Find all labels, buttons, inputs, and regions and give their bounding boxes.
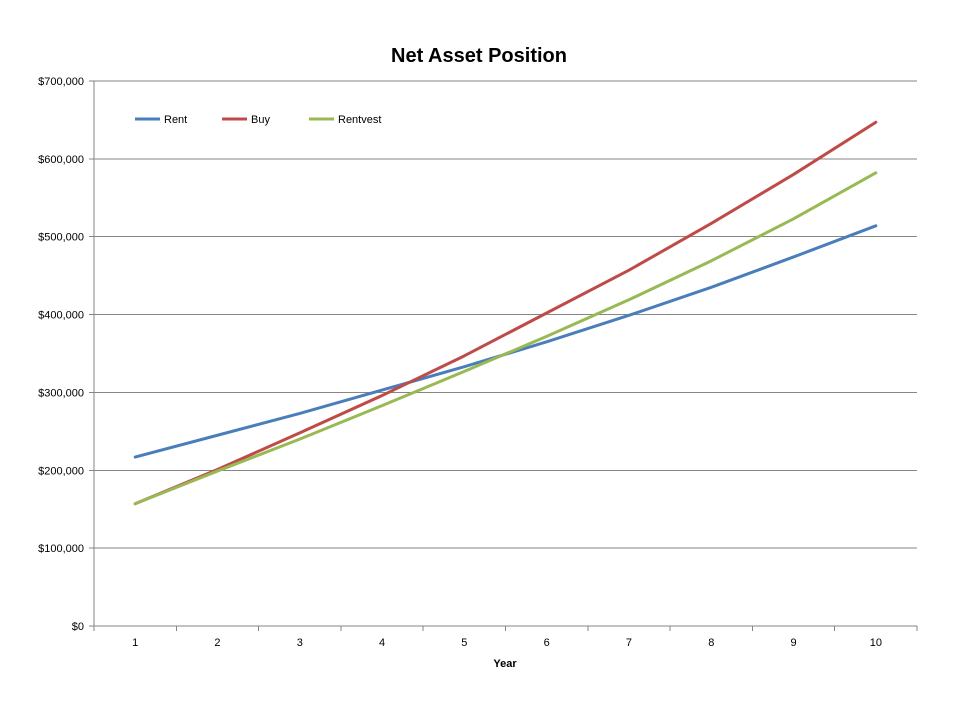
x-tick-label: 2 — [214, 637, 220, 649]
x-tick-label: 4 — [379, 637, 385, 649]
gridlines — [94, 80, 917, 549]
series-line-buy — [133, 120, 878, 506]
y-tick-label: $0 — [72, 621, 84, 633]
x-tick-label: 6 — [544, 637, 550, 649]
y-tick-label: $600,000 — [38, 154, 84, 166]
legend-label-rentvest: Rentvest — [338, 114, 381, 126]
y-tick-label: $500,000 — [38, 232, 84, 244]
series-lines — [133, 120, 878, 506]
x-tick-label: 10 — [870, 637, 882, 649]
legend: Rent Buy Rentvest — [135, 114, 381, 126]
x-tick-label: 1 — [132, 637, 138, 649]
x-tick-label: 9 — [790, 637, 796, 649]
series-line-rent — [133, 224, 878, 459]
x-tick-label: 5 — [461, 637, 467, 649]
x-tick-label: 3 — [297, 637, 303, 649]
x-tick-label: 8 — [708, 637, 714, 649]
y-tick-label: $100,000 — [38, 543, 84, 555]
series-line-rentvest — [133, 171, 878, 506]
y-tick-label: $400,000 — [38, 310, 84, 322]
legend-label-rent: Rent — [164, 114, 187, 126]
chart-title: Net Asset Position — [391, 45, 567, 67]
y-tick-label: $300,000 — [38, 387, 84, 399]
y-tick-label: $200,000 — [38, 465, 84, 477]
legend-label-buy: Buy — [251, 114, 270, 126]
axes: $0 $100,000 $200,000 $300,000 $400,000 $500,0… — [38, 76, 918, 649]
y-tick-label: $700,000 — [38, 76, 84, 88]
x-tick-label: 7 — [626, 637, 632, 649]
x-axis-title: Year — [493, 658, 517, 670]
